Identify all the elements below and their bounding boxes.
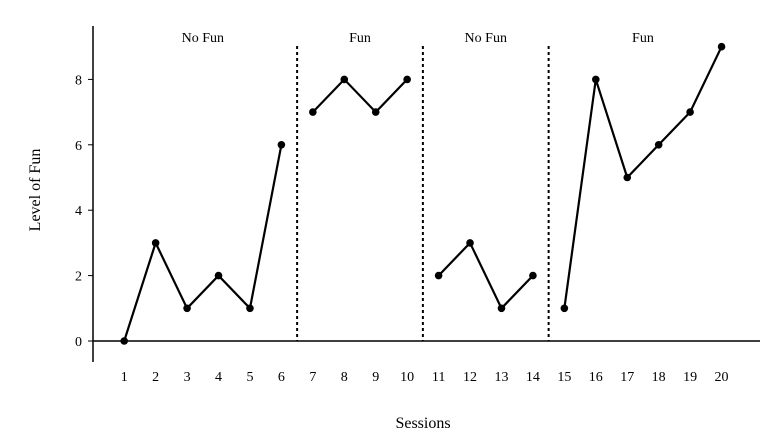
data-point	[592, 75, 600, 84]
y-tick-label: 4	[75, 204, 82, 219]
data-point	[560, 304, 569, 313]
data-point	[434, 271, 443, 280]
data-point	[466, 239, 474, 247]
x-tick-label: 11	[432, 370, 445, 385]
phase-label: No Fun	[465, 31, 507, 46]
y-tick-label: 8	[75, 73, 82, 88]
series-line-3	[437, 240, 534, 311]
data-point	[654, 141, 663, 149]
y-tick-label: 0	[75, 335, 82, 350]
data-point	[246, 304, 254, 313]
data-point	[120, 337, 128, 345]
x-tick-label: 10	[400, 370, 414, 385]
x-tick-label: 7	[309, 370, 316, 385]
data-point	[717, 42, 726, 51]
x-tick-label: 13	[494, 370, 508, 385]
data-point	[686, 108, 694, 116]
x-tick-label: 2	[152, 370, 159, 385]
data-point	[340, 75, 349, 84]
x-tick-label: 18	[652, 370, 666, 385]
series-line-2	[312, 77, 408, 114]
series-line-1	[123, 144, 283, 342]
data-point	[309, 108, 317, 116]
x-tick-label: 16	[589, 370, 603, 385]
x-tick-label: 15	[557, 370, 571, 385]
data-point	[371, 108, 380, 116]
x-tick-label: 17	[620, 370, 634, 385]
y-tick-label: 2	[75, 270, 82, 285]
x-tick-label: 1	[121, 370, 128, 385]
phase-label: No Fun	[182, 31, 224, 46]
data-point	[214, 271, 223, 280]
y-tick-label: 6	[75, 139, 82, 154]
data-point	[623, 173, 632, 182]
x-tick-label: 14	[526, 370, 540, 385]
x-tick-label: 9	[372, 370, 379, 385]
x-tick-label: 8	[341, 370, 348, 385]
data-point	[497, 304, 506, 313]
x-tick-label: 20	[715, 370, 729, 385]
x-tick-label: 3	[184, 370, 191, 385]
x-tick-label: 6	[278, 370, 285, 385]
data-point	[183, 304, 191, 313]
x-tick-label: 4	[215, 370, 222, 385]
phase-label: Fun	[349, 31, 371, 46]
x-axis-label: Sessions	[395, 415, 450, 432]
data-point	[403, 75, 411, 84]
y-axis-label: Level of Fun	[27, 149, 44, 232]
x-tick-label: 5	[246, 370, 253, 385]
x-tick-label: 12	[463, 370, 477, 385]
data-point	[277, 141, 286, 149]
x-tick-label: 19	[683, 370, 697, 385]
series-line-4	[563, 46, 723, 309]
data-point	[529, 271, 537, 280]
phase-label: Fun	[632, 31, 654, 46]
data-point	[151, 239, 160, 247]
